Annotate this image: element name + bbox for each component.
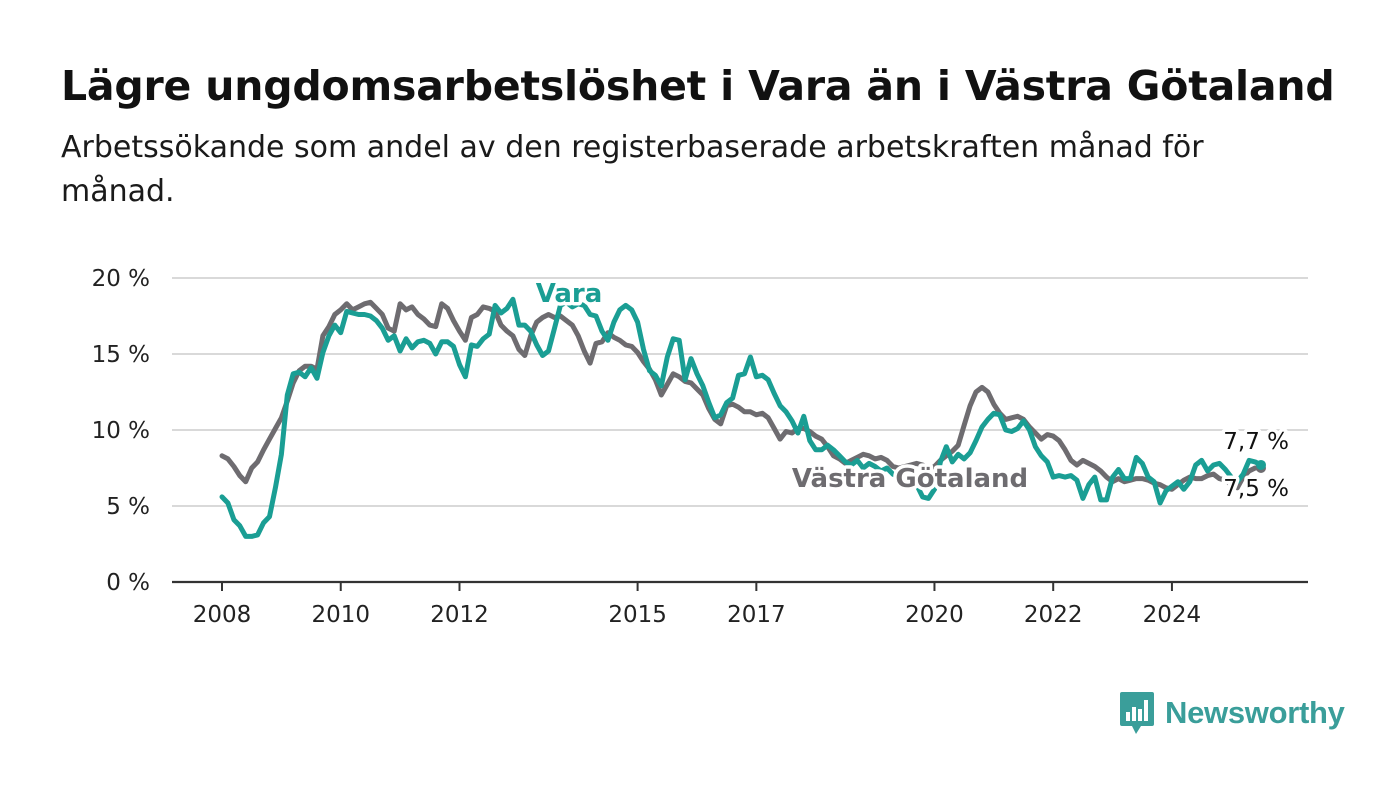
series-end-point (1256, 459, 1266, 470)
x-tick-label: 2015 (608, 602, 667, 628)
series-label-vara-halo: Vara (536, 279, 603, 309)
x-tick-label: 2012 (430, 602, 489, 628)
chart-subtitle: Arbetssökande som andel av den registerb… (61, 130, 1204, 209)
end-value-vastra-gotaland: 7,5 % (1223, 476, 1289, 502)
series-line-vara (219, 296, 1264, 539)
brand-name: Newsworthy (1165, 695, 1345, 730)
series-layer (219, 296, 1266, 539)
end-value-vara-halo: 7,7 % (1223, 429, 1289, 455)
series-label-vastra-gotaland: Västra Götaland (792, 464, 1028, 494)
x-tick-label: 2024 (1143, 602, 1202, 628)
y-tick-label: 5 % (106, 494, 150, 520)
x-tick-label: 2020 (905, 602, 964, 628)
x-tick-label: 2008 (193, 602, 252, 628)
series-line-v-stra-g-taland (219, 299, 1264, 492)
series-label-vastra-gotaland-halo: Västra Götaland (792, 464, 1028, 494)
bar-chart-speech-bubble-icon (1120, 692, 1154, 734)
x-tick-label: 2010 (311, 602, 370, 628)
y-tick-label: 0 % (106, 570, 150, 596)
chart-title: Lägre ungdomsarbetslöshet i Vara än i Vä… (61, 62, 1335, 110)
x-axis-ticks: 2008 2010 2012 2015 2017 2020 2022 2024 (193, 582, 1201, 628)
end-value-vara: 7,7 % (1223, 429, 1289, 455)
y-tick-label: 15 % (92, 342, 150, 368)
grid-layer (172, 277, 1308, 584)
y-axis-ticks: 0 % 5 % 10 % 15 % 20 % (92, 266, 150, 596)
end-value-vastra-gotaland-halo: 7,5 % (1223, 476, 1289, 502)
x-tick-label: 2017 (727, 602, 786, 628)
newsworthy-logo: Newsworthy (1119, 690, 1345, 736)
y-tick-label: 20 % (92, 266, 150, 292)
series-label-vara: Vara (536, 279, 603, 309)
x-tick-label: 2022 (1024, 602, 1083, 628)
y-tick-label: 10 % (92, 418, 150, 444)
